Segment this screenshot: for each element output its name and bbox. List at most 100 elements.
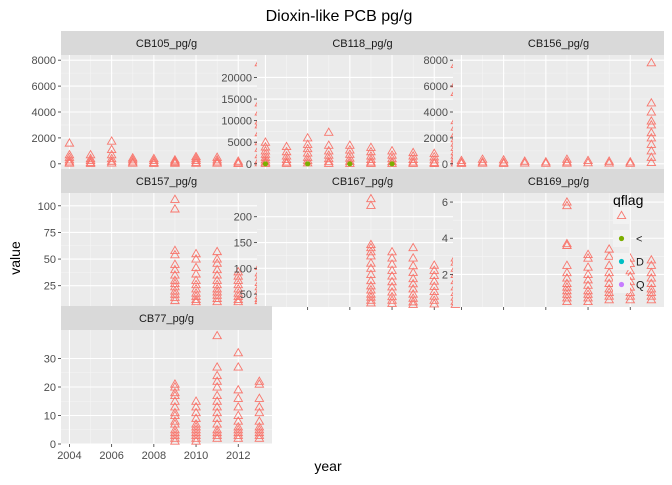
data-point-triangle: [85, 157, 96, 166]
data-point-triangle: [169, 156, 180, 165]
data-point-triangle: [64, 154, 75, 164]
data-point-triangle: [212, 413, 223, 422]
facet-panel: CB105_pg/g 0 2000 4000 6000 8000: [32, 31, 272, 172]
data-point-triangle: [148, 155, 159, 165]
data-point-triangle: [191, 155, 202, 165]
y-tick-label: 0: [50, 159, 56, 171]
data-point-triangle: [477, 156, 488, 166]
data-point-triangle: [169, 430, 180, 439]
data-point-triangle: [254, 379, 265, 388]
legend-triangle-icon: [616, 210, 627, 219]
data-point-triangle: [233, 416, 244, 425]
y-tick-label: 6000: [32, 81, 56, 93]
data-point-triangle: [191, 427, 202, 437]
data-point-triangle: [604, 272, 615, 282]
data-point-triangle: [477, 154, 488, 163]
y-tick-label: 75: [44, 227, 56, 239]
data-point-triangle: [85, 155, 96, 165]
data-point-triangle: [169, 436, 180, 445]
y-tick-label: 2: [442, 269, 448, 281]
x-tick-label: 2006: [99, 450, 123, 462]
data-point-triangle: [646, 106, 657, 116]
data-point-triangle: [281, 141, 292, 151]
data-point-triangle: [169, 295, 180, 305]
data-point-triangle: [561, 196, 572, 206]
y-tick-label: 100: [38, 201, 56, 213]
data-point-triangle: [387, 281, 398, 291]
data-point-triangle: [344, 140, 355, 149]
data-point-triangle: [646, 278, 657, 287]
data-point-triangle: [561, 200, 572, 210]
facet-panel: CB77_pg/g 0 10 20 30 2004 2006 2008 2010 2012: [44, 306, 272, 462]
y-tick-label: 8000: [424, 55, 448, 67]
data-point-triangle: [212, 330, 223, 340]
data-point-triangle: [169, 249, 180, 259]
data-point-triangle: [540, 156, 551, 166]
data-point-triangle: [169, 401, 180, 411]
data-point-triangle: [498, 157, 509, 166]
data-point-triangle: [169, 264, 180, 274]
data-point-triangle: [604, 157, 615, 167]
data-point-triangle: [233, 427, 244, 437]
data-point-triangle: [254, 416, 265, 425]
y-tick-label: 8000: [32, 55, 56, 67]
data-point-triangle: [429, 276, 440, 285]
data-point-triangle: [365, 292, 376, 301]
data-point-triangle: [191, 433, 202, 442]
data-point-triangle: [323, 140, 334, 149]
data-point-triangle: [429, 286, 440, 295]
data-point-triangle: [429, 154, 440, 164]
data-point-triangle: [212, 396, 223, 405]
data-point-triangle: [583, 155, 594, 165]
data-point-triangle: [561, 292, 572, 302]
y-tick-label: 20000: [221, 72, 252, 84]
data-point-triangle: [281, 156, 292, 166]
legend-label: D: [636, 257, 644, 269]
data-point-triangle: [191, 158, 202, 167]
data-point-triangle: [408, 293, 419, 302]
data-point-triangle: [148, 153, 159, 163]
data-point-triangle: [561, 272, 572, 282]
data-point-triangle: [302, 139, 313, 148]
data-point-triangle: [191, 294, 202, 304]
data-point-triangle: [254, 430, 265, 439]
y-tick-label: 50: [44, 254, 56, 266]
facet-strip: [257, 169, 468, 193]
legend-label: Q: [636, 280, 645, 292]
data-point-triangle: [212, 253, 223, 263]
y-tick-label: 2000: [424, 133, 448, 145]
data-point-triangle: [191, 421, 202, 431]
data-point-triangle: [429, 270, 440, 280]
data-point-triangle: [365, 242, 376, 252]
y-tick-label: 5000: [228, 137, 252, 149]
y-tick-label: 100: [234, 263, 252, 275]
legend-dot-icon: [618, 281, 625, 288]
data-point-triangle: [583, 253, 594, 262]
y-tick-label: 4000: [32, 107, 56, 119]
data-point-triangle: [583, 280, 594, 289]
data-point-triangle: [212, 275, 223, 284]
data-point-triangle: [106, 156, 117, 165]
data-point-triangle: [646, 57, 657, 67]
data-point-triangle: [302, 152, 313, 161]
data-point-triangle: [429, 157, 440, 166]
data-point-triangle: [169, 245, 180, 255]
data-point-triangle: [561, 267, 572, 277]
data-point-triangle: [127, 158, 138, 167]
data-point-triangle: [191, 153, 202, 163]
facet-panel: CB167_pg/g 50 100 150 200: [234, 169, 468, 310]
data-point-triangle: [365, 275, 376, 285]
data-point-triangle: [212, 376, 223, 385]
facet-strip-label: CB157_pg/g: [136, 176, 197, 188]
data-point-triangle: [191, 396, 202, 405]
data-point-triangle: [281, 158, 292, 167]
y-tick-label: 4000: [424, 107, 448, 119]
data-point-triangle: [561, 154, 572, 163]
data-point-triangle: [191, 418, 202, 428]
data-point-triangle: [148, 157, 159, 166]
data-point-triangle: [233, 158, 244, 168]
data-point-triangle: [169, 292, 180, 301]
data-point-triangle: [212, 407, 223, 417]
data-point-triangle: [646, 97, 657, 107]
